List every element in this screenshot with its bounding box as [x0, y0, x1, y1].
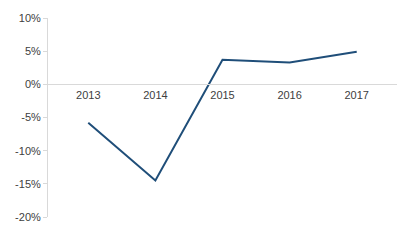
- svg-text:0%: 0%: [25, 78, 41, 90]
- svg-text:-5%: -5%: [21, 111, 41, 123]
- svg-text:-15%: -15%: [15, 178, 41, 190]
- svg-text:2014: 2014: [143, 89, 167, 101]
- svg-text:2016: 2016: [277, 89, 301, 101]
- svg-text:2013: 2013: [76, 89, 100, 101]
- svg-text:5%: 5%: [25, 45, 41, 57]
- svg-text:10%: 10%: [19, 12, 41, 24]
- svg-text:-20%: -20%: [15, 211, 41, 223]
- svg-text:2017: 2017: [344, 89, 368, 101]
- svg-text:2015: 2015: [210, 89, 234, 101]
- svg-text:-10%: -10%: [15, 145, 41, 157]
